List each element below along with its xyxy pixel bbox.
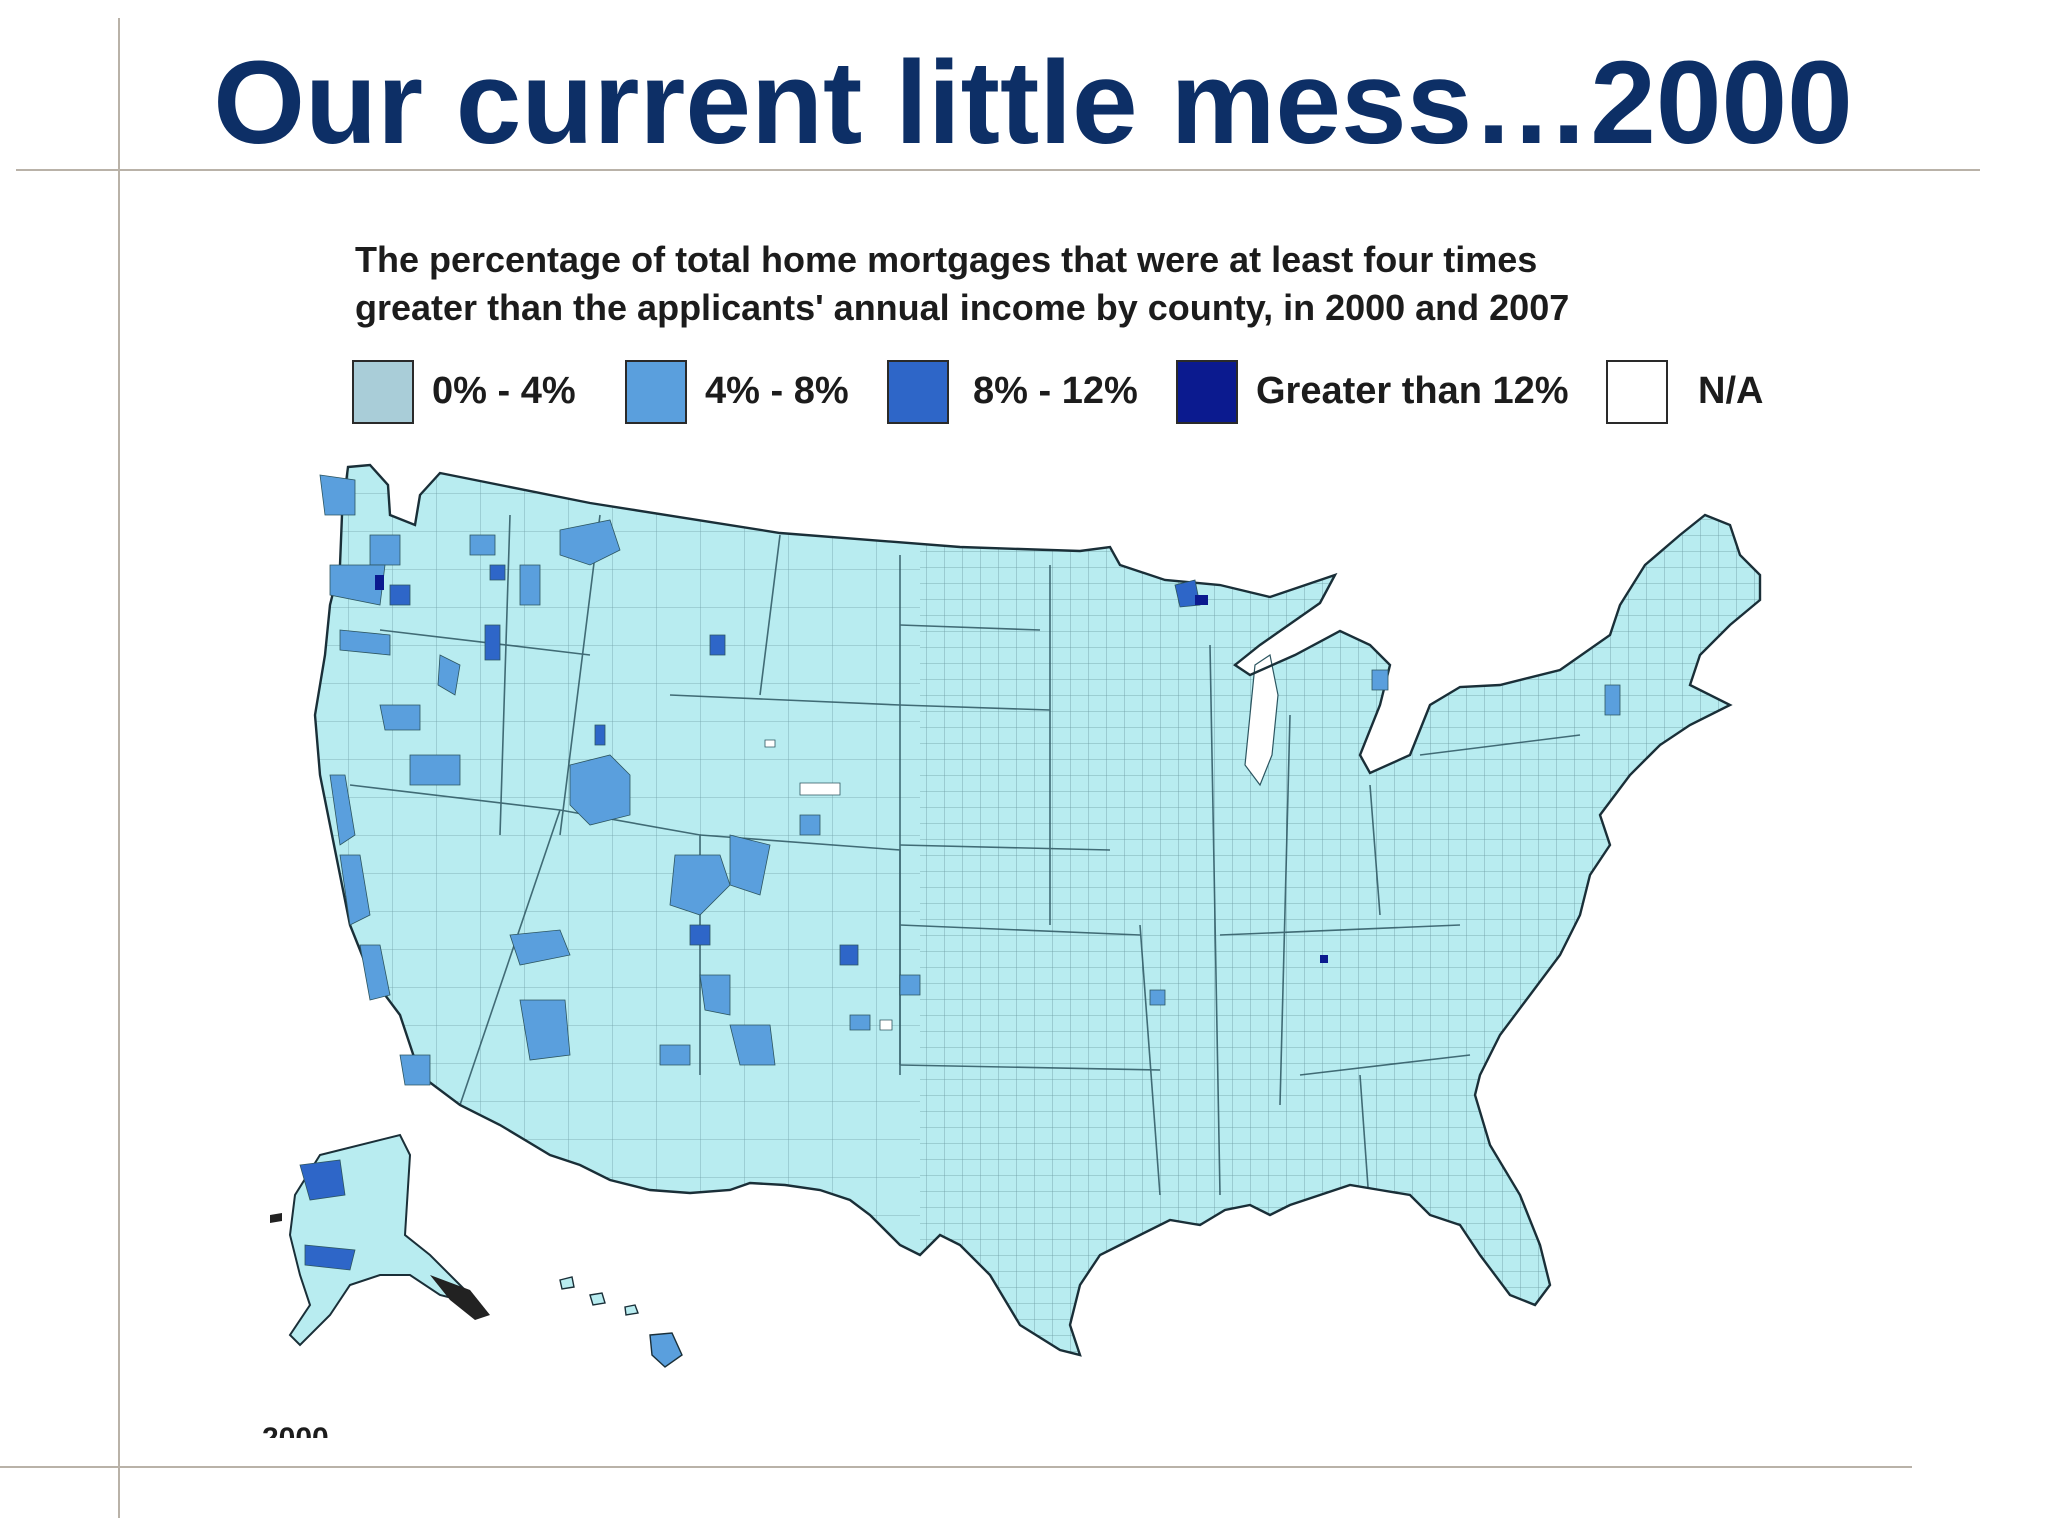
legend-label: 4% - 8% xyxy=(705,370,849,412)
counties-4-8 xyxy=(319,474,1621,1086)
counties-greater-12 xyxy=(375,575,1328,963)
us-county-map xyxy=(260,455,1800,1455)
legend-swatch xyxy=(1176,360,1238,424)
vertical-rule xyxy=(118,18,120,1518)
us-map-svg xyxy=(270,463,1762,1368)
footer-rule xyxy=(0,1466,1912,1468)
legend-label: 0% - 4% xyxy=(432,370,576,412)
map-legend: 0% - 4% 4% - 8% 8% - 12% Greater than 12… xyxy=(352,356,1772,430)
legend-swatch xyxy=(625,360,687,424)
caption-line-1: The percentage of total home mortgages t… xyxy=(355,239,1538,280)
map-caption: The percentage of total home mortgages t… xyxy=(355,236,1755,332)
slide-title: Our current little mess…2000 xyxy=(213,37,1853,169)
hawaii xyxy=(559,1276,683,1368)
map-year-label: 2000 xyxy=(262,1424,329,1438)
counties-8-12 xyxy=(389,564,1201,966)
legend-swatch xyxy=(887,360,949,424)
contiguous-us xyxy=(313,463,1762,1357)
caption-line-2: greater than the applicants' annual inco… xyxy=(355,287,1570,328)
legend-label: N/A xyxy=(1698,370,1764,412)
alaska xyxy=(270,1133,490,1347)
legend-swatch xyxy=(1606,360,1668,424)
legend-label: 8% - 12% xyxy=(973,370,1138,412)
legend-label: Greater than 12% xyxy=(1256,370,1569,412)
counties-na xyxy=(764,739,893,1031)
title-rule xyxy=(16,169,1980,171)
legend-swatch xyxy=(352,360,414,424)
